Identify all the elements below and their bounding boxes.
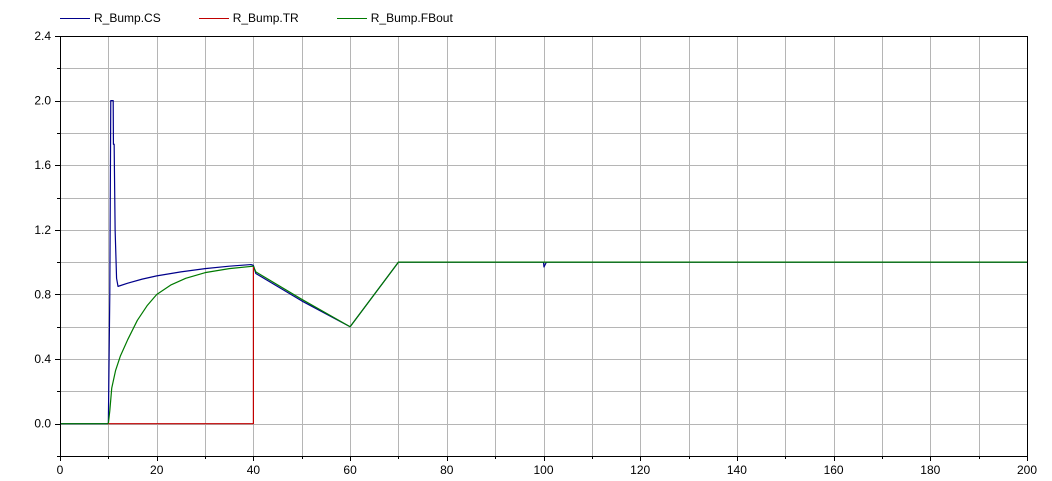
x-tick-label: 200 [1017, 463, 1037, 477]
legend-swatch-fbout [336, 17, 367, 19]
axis-tick-labels: 0 20 40 60 80 100 120 140 160 180 200 0.0 0.4 0.8 1.2 1… [34, 29, 1037, 477]
grid [60, 36, 1027, 456]
y-tick-label: 0.0 [34, 417, 51, 431]
legend-item-fbout: R_Bump.FBout [336, 11, 453, 25]
legend-label-cs: R_Bump.CS [94, 11, 161, 25]
x-tick-label: 80 [440, 463, 454, 477]
legend-swatch-cs [60, 17, 90, 19]
y-tick-label: 0.4 [34, 352, 51, 366]
legend-label-tr: R_Bump.TR [232, 11, 299, 25]
x-tick-label: 0 [57, 463, 64, 477]
legend: R_Bump.CS R_Bump.TR R_Bump.FBout [60, 10, 491, 26]
x-tick-label: 160 [824, 463, 844, 477]
y-tick-label: 2.4 [34, 29, 51, 43]
x-tick-label: 40 [247, 463, 261, 477]
legend-item-cs: R_Bump.CS [60, 11, 161, 25]
y-tick-label: 2.0 [34, 94, 51, 108]
legend-label-fbout: R_Bump.FBout [370, 11, 453, 25]
x-tick-label: 100 [533, 463, 553, 477]
y-tick-label: 1.6 [34, 158, 51, 172]
x-tick-label: 60 [343, 463, 357, 477]
axis-ticks [55, 36, 1028, 461]
x-tick-label: 180 [920, 463, 940, 477]
x-tick-label: 120 [630, 463, 650, 477]
series-line-r-bump-tr [108, 267, 254, 425]
x-tick-label: 140 [727, 463, 747, 477]
legend-item-tr: R_Bump.TR [198, 11, 299, 25]
series-lines [60, 100, 1027, 425]
y-tick-label: 0.8 [34, 287, 51, 301]
y-tick-label: 1.2 [34, 223, 51, 237]
x-tick-label: 20 [150, 463, 164, 477]
series-line-r-bump-fbout [60, 261, 1027, 425]
legend-swatch-tr [198, 17, 229, 19]
